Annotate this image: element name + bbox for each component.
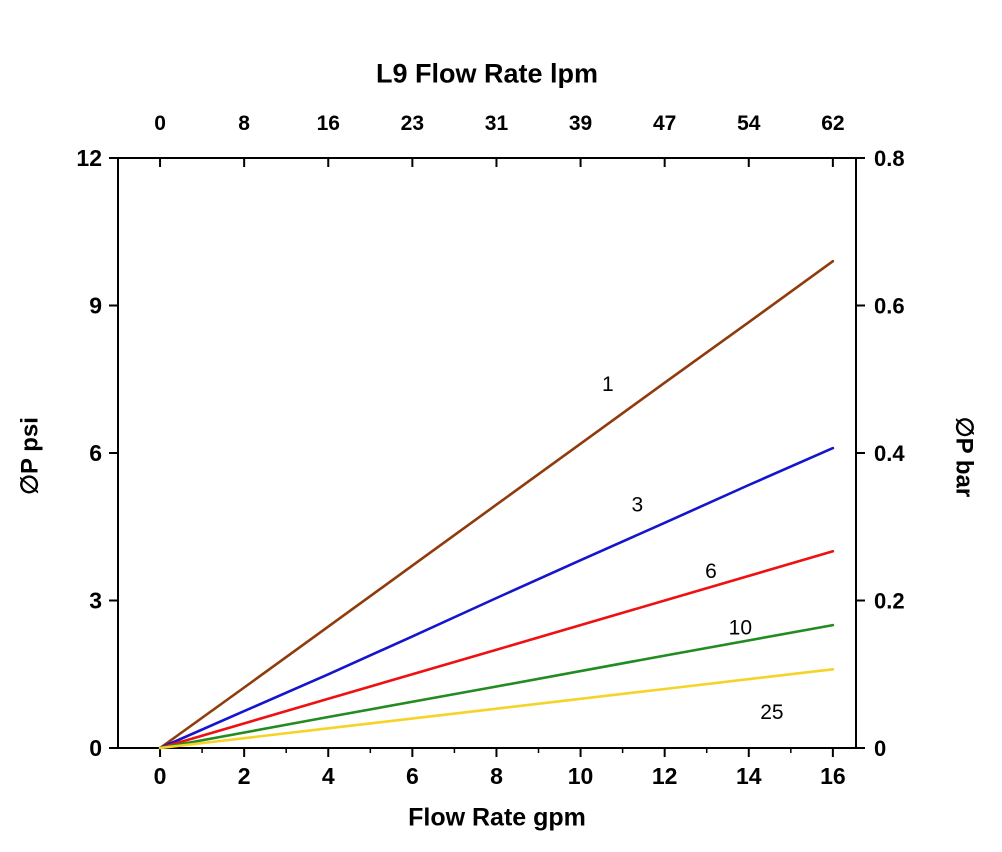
series-label-3: 3 [631,494,643,517]
x-top-tick-label: 8 [238,112,250,135]
x-top-tick-label: 62 [821,112,844,135]
x-bottom-tick-label: 0 [154,763,167,789]
x-bottom-tick-label: 14 [736,763,762,789]
series-label-10: 10 [729,617,752,640]
series-line-6 [158,549,835,750]
bottom-axis-title: Flow Rate gpm [408,803,586,832]
y-right-tick-label: 0.4 [874,441,905,466]
series-line-3 [158,446,835,750]
series-label-6: 6 [705,560,717,583]
series-line-1 [158,259,835,750]
x-top-tick-label: 0 [154,112,166,135]
series-label-1: 1 [602,373,614,396]
x-bottom-tick-label: 8 [490,763,503,789]
y-left-tick-label: 0 [89,735,102,761]
y-right-tick-label: 0.2 [874,589,905,614]
y-right-tick-label: 0.8 [874,146,905,171]
x-top-tick-label: 23 [401,112,424,135]
x-top-tick-label: 39 [569,112,592,135]
plot-frame [117,157,857,749]
x-bottom-tick-label: 6 [406,763,419,789]
y-left-tick-label: 12 [76,145,102,171]
x-top-tick-label: 31 [485,112,509,135]
x-top-tick-label: 16 [317,112,340,135]
series-line-25 [158,667,835,750]
series-label-25: 25 [760,701,783,724]
y-right-tick-label: 0.6 [874,294,905,319]
x-bottom-tick-label: 2 [238,763,251,789]
x-bottom-tick-label: 16 [820,763,846,789]
x-top-tick-label: 47 [653,112,676,135]
series-line-10 [158,623,835,750]
x-bottom-tick-label: 4 [322,763,335,789]
y-left-tick-label: 9 [89,293,102,319]
y-left-tick-label: 6 [89,440,102,466]
x-bottom-tick-label: 10 [568,763,594,789]
y-right-tick-label: 0 [874,736,886,761]
top-axis-title: L9 Flow Rate lpm [375,58,599,89]
x-top-tick-label: 54 [737,112,761,135]
x-bottom-tick-label: 12 [652,763,678,789]
y-left-tick-label: 3 [89,588,102,614]
